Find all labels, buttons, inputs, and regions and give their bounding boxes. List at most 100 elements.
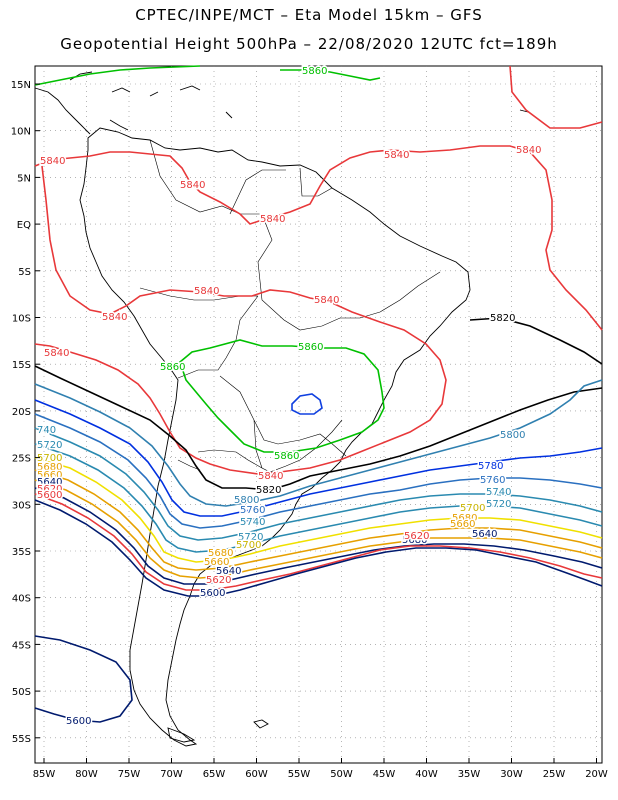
lon-tick-label: 25W: [543, 769, 566, 780]
lat-tick-label: EQ: [17, 220, 31, 231]
label-5740: 5740: [486, 487, 511, 498]
label-5740: 740: [37, 425, 56, 436]
contour-5660: [34, 479, 603, 579]
label-5860-north: 5860: [302, 66, 327, 77]
contour-labels: 5860 5840 5840 5840 5840 5840 5840 5840 …: [36, 65, 543, 729]
label-5700: 5700: [37, 453, 62, 464]
lat-tick-label: 10S: [12, 314, 31, 325]
label-5660: 5660: [37, 470, 62, 481]
contour-5700: [34, 457, 603, 563]
lon-tick-label: 80W: [75, 769, 98, 780]
label-5640: 5640: [216, 566, 241, 577]
lat-tick-label: 35S: [12, 547, 31, 558]
lat-tick-label: 50S: [12, 687, 31, 698]
contour-5760: [34, 413, 603, 529]
contours: [34, 65, 603, 723]
label-5600: 5600: [37, 490, 62, 501]
label-5640: 5640: [37, 477, 62, 488]
lon-tick-label: 55W: [288, 769, 311, 780]
lon-tick-label: 35W: [458, 769, 481, 780]
label-5700: 5700: [460, 503, 485, 514]
contour-5820: [34, 365, 603, 491]
label-5840: 5840: [102, 312, 127, 323]
caribbean-islands: [111, 85, 529, 119]
label-5820: 5820: [490, 313, 515, 324]
label-5840: 5840: [384, 150, 409, 161]
lat-tick-label: 45S: [12, 640, 31, 651]
label-5660: 5660: [450, 519, 475, 530]
lon-tick-label: 60W: [245, 769, 268, 780]
label-5620: 5620: [37, 484, 62, 495]
label-5680: 5680: [402, 535, 427, 546]
lat-tick-label: 15S: [12, 360, 31, 371]
contour-5880-small-loop: [291, 393, 323, 415]
label-5860: 5860: [160, 362, 185, 373]
label-5680: 5680: [208, 548, 233, 559]
label-5860: 5860: [274, 451, 299, 462]
label-5820: 5820: [256, 485, 281, 496]
latitude-ticks: 15N 10N 5N EQ 5S 10S 15S 20S 25S 30S 35S 40S 45S 50S 5…: [11, 80, 40, 745]
contour-5800: [34, 379, 603, 507]
lat-tick-label: 25S: [12, 454, 31, 465]
lon-tick-label: 45W: [373, 769, 396, 780]
label-5600: 5600: [66, 716, 91, 727]
lat-tick-label: 55S: [12, 734, 31, 745]
label-5840: 5840: [180, 180, 205, 191]
falkland-islands: [253, 719, 269, 729]
lat-tick-label: 10N: [11, 127, 31, 138]
label-5620: 5620: [404, 531, 429, 542]
contour-5860-central-loop: [179, 339, 385, 453]
map-title-line1: CPTEC/INPE/MCT – Eta Model 15km – GFS: [135, 6, 483, 24]
lon-tick-label: 30W: [500, 769, 523, 780]
lat-tick-label: 15N: [11, 80, 31, 91]
label-5600: 5600: [200, 588, 225, 599]
lat-tick-label: 20S: [12, 407, 31, 418]
contour-5860-north: [34, 65, 381, 86]
label-5700: 5700: [236, 540, 261, 551]
contour-5840-north: [34, 145, 603, 331]
country-borders: [139, 139, 441, 473]
label-5840: 5840: [258, 471, 283, 482]
label-5620: 5620: [206, 575, 231, 586]
lat-tick-label: 5S: [18, 267, 31, 278]
label-5760: 5760: [240, 505, 265, 516]
label-5660: 5660: [204, 557, 229, 568]
lon-tick-label: 70W: [160, 769, 183, 780]
contour-5840-west-loop: [34, 165, 447, 475]
lat-tick-label: 5N: [17, 173, 31, 184]
label-5720: 5720: [486, 499, 511, 510]
contour-5740: [34, 427, 603, 541]
tierra-del-fuego: [167, 727, 196, 743]
lon-tick-label: 65W: [203, 769, 226, 780]
lon-tick-label: 20W: [585, 769, 608, 780]
contour-5720: [34, 443, 603, 553]
contour-5780: [34, 399, 603, 517]
label-5860: 5860: [298, 342, 323, 353]
contour-5680: [34, 469, 603, 571]
lon-tick-label: 50W: [330, 769, 353, 780]
label-5780: 5780: [478, 461, 503, 472]
contour-5640: [34, 487, 603, 585]
graticule: [35, 66, 602, 763]
lon-tick-label: 85W: [33, 769, 56, 780]
label-5800: 5800: [500, 430, 525, 441]
lat-tick-label: 30S: [12, 500, 31, 511]
label-5640: 5640: [472, 529, 497, 540]
label-5680: 5680: [37, 462, 62, 473]
longitude-ticks: 85W 80W 75W 70W 65W 60W 55W 50W 45W 40W 35W 30W 25W 2…: [33, 758, 608, 780]
label-5680: 5680: [452, 513, 477, 524]
label-5840: 5840: [194, 286, 219, 297]
label-5760: 5760: [480, 475, 505, 486]
lon-tick-label: 40W: [415, 769, 438, 780]
label-5840: 5840: [516, 145, 541, 156]
map-frame: [34, 65, 603, 764]
label-5720: 5720: [238, 532, 263, 543]
map-title-line2: Geopotential Height 500hPa – 22/08/2020 …: [60, 35, 558, 53]
label-5840: 5840: [44, 348, 69, 359]
lon-tick-label: 75W: [118, 769, 141, 780]
label-5740: 5740: [240, 517, 265, 528]
lat-tick-label: 40S: [12, 594, 31, 605]
contour-5840-north-coast: [509, 65, 603, 129]
label-5720: 5720: [37, 440, 62, 451]
